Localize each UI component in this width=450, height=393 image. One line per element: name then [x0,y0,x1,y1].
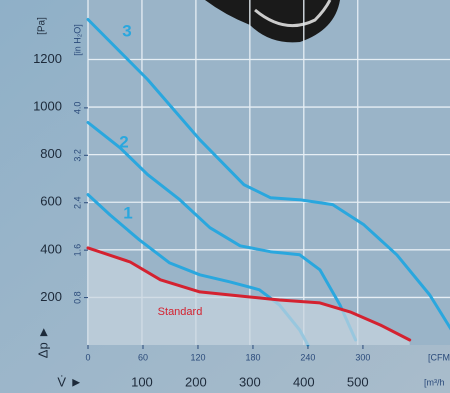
x-tick-label: 300 [355,352,370,362]
y-axis-label: Δp ► [35,326,50,358]
curve-label: Standard [158,306,203,318]
x-axis-label: V̇ ► [57,374,82,389]
curve-label: 2 [119,132,128,151]
x-tick-label: 0 [85,352,90,362]
x2-tick-label: 500 [347,374,369,389]
x-tick-label: 60 [138,352,148,362]
fan-image [205,0,340,43]
series-line [86,121,358,342]
curve-label: 1 [123,203,132,222]
y-tick-label: 800 [40,146,62,161]
y-tick-label: 1000 [33,99,62,114]
y-tick-label: 600 [40,194,62,209]
x2-tick-label: 100 [131,374,153,389]
x2-unit-label: [m³/h [424,377,445,387]
x-tick-label: 240 [300,352,315,362]
x-tick-label: 180 [245,352,260,362]
y-tick-label: 400 [40,241,62,256]
x2-tick-label: 300 [239,374,261,389]
y-tick-label: 1200 [33,51,62,66]
x-tick-label: 120 [190,352,205,362]
y2-tick-label: 2.4 [72,196,82,209]
x-unit-label: [CFM [428,352,450,362]
y2-tick-label: 1.6 [72,244,82,257]
curve-label: 3 [122,21,131,40]
series-line [86,18,450,331]
y-tick-label: 200 [40,289,62,304]
y2-tick-label: 3.2 [72,149,82,162]
y2-tick-label: 4.0 [72,102,82,115]
x2-tick-label: 400 [293,374,315,389]
y-unit-label: [Pa] [37,17,48,35]
area [88,247,410,345]
y2-tick-label: 0.8 [72,291,82,304]
x2-tick-label: 200 [185,374,207,389]
y2-unit-label: [in H₂O] [72,24,82,56]
series-line [86,246,412,342]
